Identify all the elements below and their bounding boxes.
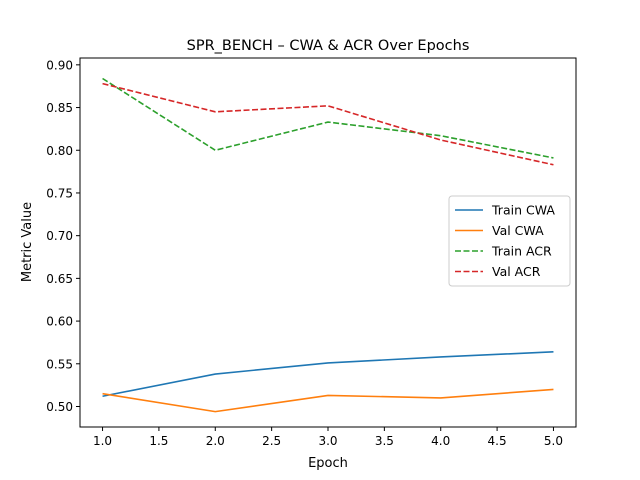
x-tick-label: 3.0 xyxy=(318,434,337,448)
legend-label: Train ACR xyxy=(491,244,552,259)
x-tick-label: 4.0 xyxy=(431,434,450,448)
y-axis-label: Metric Value xyxy=(20,202,35,282)
y-tick-label: 0.65 xyxy=(46,272,73,286)
series-line-train-acr xyxy=(102,77,554,159)
legend-label: Val ACR xyxy=(492,264,541,279)
legend: Train CWA Val CWA Train ACR Val ACR xyxy=(448,195,571,287)
y-tick-label: 0.55 xyxy=(46,357,73,371)
y-tick-label: 0.60 xyxy=(46,315,73,329)
x-tick-label: 5.0 xyxy=(544,434,563,448)
legend-box xyxy=(448,195,571,287)
y-tick-label: 0.70 xyxy=(46,229,73,243)
x-axis: 1.0 1.5 2.0 2.5 3.0 3.5 4.0 4.5 5.0 xyxy=(93,427,563,448)
y-tick-label: 0.80 xyxy=(46,144,73,158)
x-tick-label: 4.5 xyxy=(488,434,507,448)
series-line-val-acr xyxy=(102,82,554,166)
y-axis: 0.50 0.55 0.60 0.65 0.70 0.75 0.80 0.85 0.90 xyxy=(46,58,80,414)
y-tick-label: 0.85 xyxy=(46,101,73,115)
x-tick-label: 1.0 xyxy=(93,434,112,448)
chart-title: SPR_BENCH – CWA & ACR Over Epochs xyxy=(187,38,470,54)
x-tick-label: 2.5 xyxy=(262,434,281,448)
y-tick-label: 0.90 xyxy=(46,58,73,72)
y-tick-label: 0.75 xyxy=(46,186,73,200)
x-tick-label: 1.5 xyxy=(149,434,168,448)
y-tick-label: 0.50 xyxy=(46,400,73,414)
x-axis-label: Epoch xyxy=(308,456,348,471)
x-tick-label: 2.0 xyxy=(206,434,225,448)
legend-label: Val CWA xyxy=(492,223,544,238)
series-line-train-cwa xyxy=(102,351,554,398)
plot-area xyxy=(102,77,554,413)
legend-label: Train CWA xyxy=(491,203,555,218)
x-tick-label: 3.5 xyxy=(375,434,394,448)
series-line-val-cwa xyxy=(102,388,554,413)
